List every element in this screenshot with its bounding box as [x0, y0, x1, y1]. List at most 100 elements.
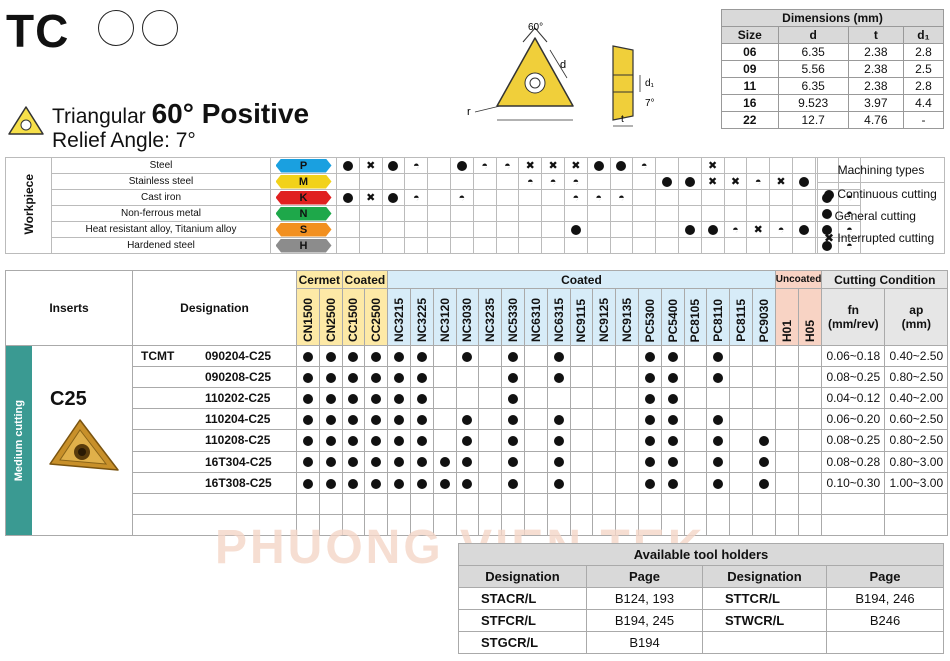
empty-cell: [774, 492, 800, 515]
available-dot-icon: [462, 351, 473, 362]
available-dot-icon: [644, 372, 655, 383]
grade-availability: [729, 366, 753, 389]
grade-availability: [387, 387, 411, 410]
available-dot-icon: [713, 415, 724, 426]
ap-value: 1.00~3.00: [884, 471, 949, 494]
available-dot-icon: [371, 478, 382, 489]
available-dot-icon: [302, 351, 313, 362]
available-dot-icon: [553, 415, 564, 426]
legend-title: Machining types: [818, 158, 944, 183]
grade-availability: [706, 471, 731, 494]
available-dot-icon: [416, 436, 427, 447]
workpiece-row: Hardened steel H ◓: [6, 237, 862, 254]
holders-col-page-2: Page: [826, 565, 944, 588]
continuous-cutting-icon: [616, 160, 627, 171]
grade-availability: [478, 408, 503, 431]
grade-availability: [318, 450, 343, 473]
relief-angle: Relief Angle: 7°: [52, 129, 196, 152]
grade-name: PC9030: [756, 298, 771, 342]
grade-availability: [683, 429, 708, 452]
machining-mark: [495, 237, 520, 254]
continuous-cutting-icon: [456, 160, 467, 171]
machining-mark: ✖: [746, 221, 771, 238]
general-cutting-icon: ◓: [412, 159, 420, 172]
grade-name: NC9135: [620, 297, 635, 342]
grade-availability: [432, 387, 457, 410]
machining-mark: [700, 221, 725, 238]
machining-mark: [541, 237, 565, 254]
machining-mark: [495, 221, 520, 238]
machining-mark: [472, 173, 497, 190]
dimension-value: 2.8: [902, 77, 945, 95]
general-cutting-icon: ◓: [481, 159, 488, 172]
available-dot-icon: [667, 457, 678, 468]
empty-row: [6, 513, 949, 537]
machining-mark: [655, 173, 679, 190]
available-dot-icon: [644, 478, 655, 489]
general-cutting-icon: ◓: [549, 175, 557, 188]
machining-mark: ◓: [495, 157, 520, 174]
fn-value: 0.08~0.28: [821, 450, 886, 473]
grade-name: PC5400: [665, 298, 680, 342]
empty-cell: [706, 513, 731, 537]
iso-tag: M: [275, 174, 332, 189]
machining-mark: ◓: [563, 189, 588, 206]
machining-mark: [677, 189, 702, 206]
machining-mark: [472, 189, 497, 206]
machining-mark: ◓: [541, 173, 565, 190]
machining-mark: [609, 237, 634, 254]
available-dot-icon: [667, 351, 678, 362]
designation: 110204-C25: [132, 408, 297, 431]
machining-mark: [677, 221, 702, 238]
designation: [132, 492, 297, 515]
available-dot-icon: [553, 372, 564, 383]
available-dot-icon: [439, 457, 450, 468]
grade-availability: [318, 344, 343, 368]
grade-availability: [729, 450, 753, 473]
empty-cell: [821, 513, 886, 537]
dimension-value: 2.8: [902, 43, 945, 61]
available-dot-icon: [325, 436, 336, 447]
empty-cell: [523, 492, 548, 515]
grade-availability: [546, 450, 571, 473]
iso-group: P: [270, 157, 337, 174]
grade-header: NC9135: [615, 288, 639, 346]
available-dot-icon: [508, 351, 519, 362]
machining-mark: [609, 221, 634, 238]
ap-value: 0.80~2.50: [884, 366, 949, 389]
fn-value: 0.06~0.18: [821, 344, 886, 368]
machining-mark: [791, 189, 816, 206]
interrupted-cutting-icon: ✖: [525, 160, 535, 172]
fn-value: 0.08~0.25: [821, 366, 886, 389]
machining-mark: ✖: [541, 157, 565, 174]
grade-name: PC8115: [734, 299, 749, 342]
empty-cell: [615, 492, 639, 515]
available-dot-icon: [325, 457, 336, 468]
dimension-row: 06 6.35 2.38 2.8: [721, 43, 945, 61]
grade-availability: [751, 344, 776, 368]
grade-availability: [501, 450, 525, 473]
machining-mark: [336, 157, 360, 174]
insert-row: 16T308-C25 0.10~0.30 1.00~3.00: [6, 471, 949, 494]
machining-mark: [541, 205, 565, 222]
fn-value: 0.08~0.25: [821, 429, 886, 452]
dimension-value: 6.35: [777, 77, 849, 95]
available-dot-icon: [394, 415, 405, 426]
dimension-value: 4.4: [902, 94, 945, 112]
iso-group: N: [270, 205, 337, 222]
available-dot-icon: [371, 415, 382, 426]
insert-row: 110204-C25 0.06~0.20 0.60~2.50: [6, 408, 949, 431]
empty-cell: [387, 492, 411, 515]
grade-header: H05: [798, 288, 823, 346]
machining-mark: [586, 157, 611, 174]
designation: 16T304-C25: [132, 450, 297, 473]
grade-availability: [546, 471, 571, 494]
grade-availability: [546, 344, 571, 368]
machining-mark: [746, 157, 771, 174]
dimension-value: 2.38: [847, 77, 904, 95]
dimension-value: 2.38: [847, 60, 904, 78]
grade-availability: [296, 366, 320, 389]
machining-mark: [427, 173, 451, 190]
grade-availability: [387, 429, 411, 452]
holder-row: STGCR/L B194: [458, 631, 944, 654]
